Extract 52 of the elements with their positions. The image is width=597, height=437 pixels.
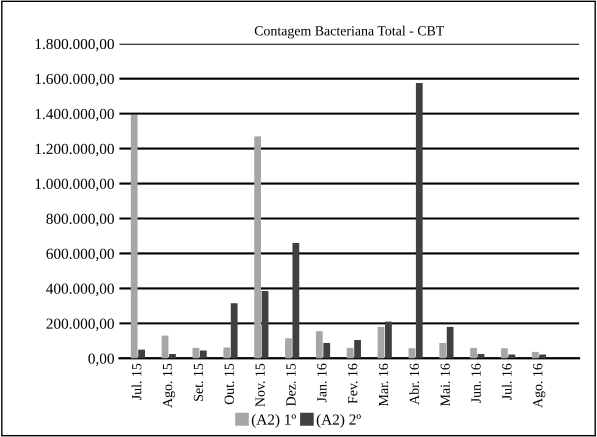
x-tick-label: Jan. 16 [317,364,327,402]
x-tick-label: Abr. 16 [409,364,420,405]
y-tick-label: 1.200.000,00 [36,144,114,156]
bar [262,291,268,358]
y-tick-label: 200.000,00 [46,318,114,332]
legend-label: (A2) 2º [316,414,361,428]
bar [346,348,354,358]
x-tick-label: Mai. 16 [440,364,450,406]
bar [385,322,392,358]
x-tick-label: Dez. 15 [286,364,296,406]
x-tick-label: Ago. 15 [162,364,176,408]
y-tick-label: 600.000,00 [46,248,114,262]
bar [378,326,384,358]
y-tick-label: 1.000.000,00 [36,178,114,192]
x-tick-label: Fev. 16 [348,364,358,404]
bar [169,354,176,358]
bar [138,350,146,358]
x-tick-label: Set. 15 [194,364,204,401]
bar [408,348,416,358]
y-tick-label: 1.800.000,00 [36,38,114,52]
bar [323,342,330,358]
bar [230,303,238,358]
bar [223,348,230,358]
bar [354,340,361,358]
x-tick-label: Jun. 16 [471,364,481,404]
bar [162,336,168,358]
x-tick-label: Jul. 15 [132,364,142,400]
y-tick-label: 800.000,00 [46,214,114,226]
y-tick-label: 400.000,00 [46,284,114,296]
bar [316,331,323,358]
y-tick-label: 1.400.000,00 [36,108,114,122]
bar [478,354,484,358]
bar [292,242,300,358]
bar [285,338,292,358]
x-tick-label: Out. 15 [224,364,234,404]
chart-title: Contagem Bacteriana Total - CBT [254,26,444,38]
bar [254,136,262,358]
x-tick-label: Ago. 16 [533,364,546,408]
y-tick-label: 0,00 [88,353,114,366]
bar [470,348,477,358]
x-tick-label: Mar. 16 [378,364,388,406]
bar [200,350,207,358]
legend-label: (A2) 1º [252,414,296,428]
bar [130,114,138,358]
bar [439,342,446,358]
x-tick-label: Jul. 16 [502,364,512,400]
bar [192,348,200,358]
bar [501,348,508,358]
x-tick-label: Nov. 15 [255,364,265,407]
bar [416,83,423,358]
y-tick-label: 1.600.000,00 [36,74,114,86]
bar [446,326,454,358]
